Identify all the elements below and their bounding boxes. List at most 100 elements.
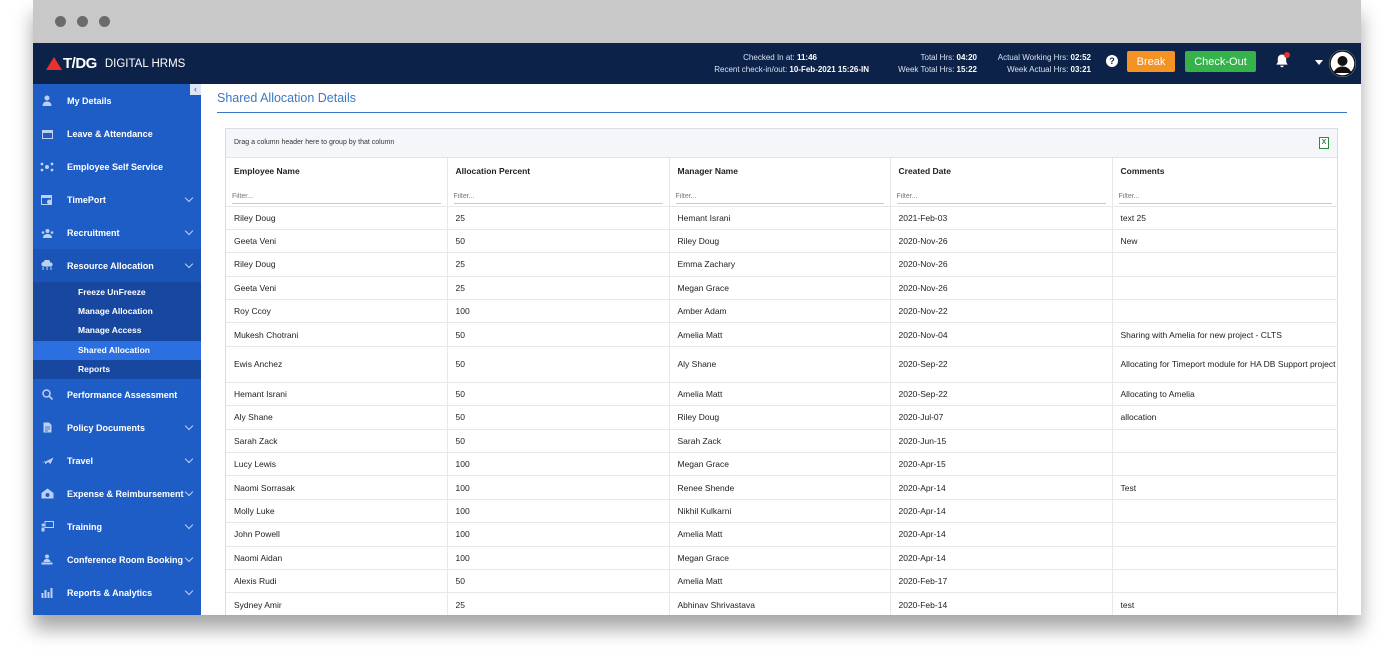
sidebar-item-recruitment[interactable]: Recruitment [33, 216, 201, 249]
window-dot-icon[interactable] [55, 16, 66, 27]
table-cell [1111, 299, 1338, 323]
sidebar-item-timeport[interactable]: TimePort [33, 183, 201, 216]
submenu-item-shared-allocation[interactable]: Shared Allocation [33, 341, 201, 360]
sidebar-item-my-details[interactable]: My Details [33, 84, 201, 117]
table-cell: Alexis Rudi [226, 568, 447, 593]
table-row[interactable]: Roy Ccoy 100 Amber Adam 2020-Nov-22 [226, 299, 1338, 323]
sidebar-item-label: My Details [67, 95, 112, 106]
table-row[interactable]: Aly Shane 50 Riley Doug 2020-Jul-07 allocati… [226, 405, 1338, 430]
sidebar-item-employee-self-service[interactable]: Employee Self Service [33, 150, 201, 183]
table-cell: Hemant Israni [226, 381, 447, 406]
column-header-manager-name[interactable]: Manager Name [668, 158, 890, 184]
table-cell: Molly Luke [226, 498, 447, 523]
table-cell: Megan Grace [668, 545, 890, 570]
avatar[interactable] [1329, 50, 1356, 77]
table-cell: 2020-Apr-15 [889, 452, 1112, 476]
logo-brand: T/DG [63, 55, 97, 72]
chevron-down-icon [184, 454, 194, 464]
table-cell: Sharing with Amelia for new project - CL… [1111, 322, 1338, 347]
chevron-down-icon [184, 421, 194, 431]
person-icon [40, 95, 54, 106]
table-row[interactable]: Sarah Zack 50 Sarah Zack 2020-Jun-15 [226, 428, 1338, 453]
column-header-allocation-percent[interactable]: Allocation Percent [446, 158, 669, 184]
submenu-panel [33, 282, 201, 379]
sidebar-item-travel[interactable]: Travel [33, 444, 201, 477]
submenu-item-reports[interactable]: Reports [78, 364, 111, 374]
collapse-sidebar-icon[interactable]: ‹ [190, 84, 201, 95]
chevron-down-icon [184, 193, 194, 203]
table-cell: Roy Ccoy [226, 299, 447, 323]
main-content: Shared Allocation Details Drag a column … [201, 84, 1361, 615]
table-row[interactable]: Alexis Rudi 50 Amelia Matt 2020-Feb-17 [226, 568, 1338, 593]
product-name: DIGITAL HRMS [104, 57, 186, 70]
table-cell: Renee Shende [668, 475, 890, 500]
filter-cell [889, 184, 1112, 206]
table-row[interactable]: Geeta Veni 50 Riley Doug 2020-Nov-26 New [226, 228, 1338, 253]
logo-triangle-icon [46, 57, 62, 70]
caret-down-icon[interactable] [1315, 60, 1323, 65]
table-cell: New [1111, 228, 1338, 253]
sidebar-item-performance-assessment[interactable]: Performance Assessment [33, 378, 201, 411]
table-row[interactable]: Ewis Anchez 50 Aly Shane 2020-Sep-22 Allocat… [226, 345, 1338, 383]
sidebar-item-reports-analytics[interactable]: Reports & Analytics [33, 576, 201, 609]
chevron-down-icon [184, 586, 194, 596]
checked-in-label: Checked In at: [743, 53, 795, 62]
analytics-icon [40, 587, 54, 598]
sidebar-item-resource-allocation[interactable]: Resource Allocation [33, 249, 201, 282]
table-row[interactable]: Naomi Aidan 100 Megan Grace 2020-Apr-14 [226, 545, 1338, 570]
filter-comments-input[interactable] [1118, 190, 1332, 205]
table-row[interactable]: Molly Luke 100 Nikhil Kulkarni 2020-Apr-14 [226, 498, 1338, 523]
table-cell: 100 [446, 452, 669, 476]
checkout-button[interactable]: Check-Out [1185, 51, 1256, 72]
sidebar-item-label: Travel [67, 455, 94, 466]
table-row[interactable]: Geeta Veni 25 Megan Grace 2020-Nov-26 [226, 275, 1338, 300]
break-button[interactable]: Break [1127, 51, 1175, 72]
sidebar-item-leave-attendance[interactable]: Leave & Attendance [33, 117, 201, 150]
table-cell: Ewis Anchez [226, 345, 447, 383]
table-row[interactable]: John Powell 100 Amelia Matt 2020-Apr-14 [226, 522, 1338, 547]
sidebar-item-policy-documents[interactable]: Policy Documents [33, 411, 201, 444]
chevron-down-icon [184, 226, 194, 236]
table-cell: Riley Doug [226, 252, 447, 277]
table-row[interactable]: Mukesh Chotrani 50 Amelia Matt 2020-Nov-04 S… [226, 322, 1338, 347]
column-header-created-date[interactable]: Created Date [889, 158, 1112, 184]
table-cell: 100 [446, 475, 669, 500]
table-cell: Riley Doug [226, 205, 447, 230]
column-header-employee-name[interactable]: Employee Name [234, 166, 300, 176]
filter-cell [668, 184, 890, 206]
filter-manager-name-input[interactable] [675, 190, 884, 205]
submenu-item-manage-access[interactable]: Manage Access [78, 325, 142, 335]
submenu-item-manage-allocation[interactable]: Manage Allocation [78, 306, 153, 316]
data-grid: Drag a column header here to group by th… [225, 128, 1338, 615]
table-row[interactable]: Naomi Sorrasak 100 Renee Shende 2020-Apr-14… [226, 475, 1338, 500]
week-total-value: 15:22 [956, 65, 977, 74]
group-by-bar[interactable]: Drag a column header here to group by th… [226, 129, 1337, 158]
sidebar-item-training[interactable]: Training [33, 510, 201, 543]
column-header-comments[interactable]: Comments [1111, 158, 1338, 184]
group-by-hint: Drag a column header here to group by th… [234, 139, 395, 146]
filter-row [226, 184, 1338, 206]
excel-export-icon[interactable]: X [1319, 137, 1329, 149]
table-cell: Test [1111, 475, 1338, 500]
window-dot-icon[interactable] [77, 16, 88, 27]
table-row[interactable]: Riley Doug 25 Hemant Israni 2021-Feb-03 text… [226, 205, 1338, 230]
table-cell: Abhinav Shrivastava [668, 592, 890, 615]
table-cell [1111, 428, 1338, 453]
table-row[interactable]: Hemant Israni 50 Amelia Matt 2020-Sep-22 All… [226, 381, 1338, 406]
filter-created-date-input[interactable] [896, 190, 1106, 205]
window-dot-icon[interactable] [99, 16, 110, 27]
table-cell: Megan Grace [668, 275, 890, 300]
filter-employee-name-input[interactable] [232, 190, 441, 205]
chevron-down-icon [184, 553, 194, 563]
table-row[interactable]: Lucy Lewis 100 Megan Grace 2020-Apr-15 [226, 452, 1338, 476]
filter-allocation-percent-input[interactable] [453, 190, 663, 205]
sidebar-item-conference-room-booking[interactable]: Conference Room Booking [33, 543, 201, 576]
submenu-item-freeze-unfreeze[interactable]: Freeze UnFreeze [78, 287, 146, 297]
help-icon[interactable]: ? [1106, 55, 1118, 67]
table-row[interactable]: Sydney Amir 25 Abhinav Shrivastava 2020-Feb… [226, 592, 1338, 615]
app-logo[interactable]: T/DG DIGITAL HRMS [46, 55, 185, 72]
allocation-table: Employee Name Allocation Percent Manager… [226, 158, 1338, 615]
sidebar-item-expense-reimbursement[interactable]: Expense & Reimbursement [33, 477, 201, 510]
table-row[interactable]: Riley Doug 25 Emma Zachary 2020-Nov-26 [226, 252, 1338, 277]
table-body: Riley Doug 25 Hemant Israni 2021-Feb-03 text… [226, 205, 1338, 615]
